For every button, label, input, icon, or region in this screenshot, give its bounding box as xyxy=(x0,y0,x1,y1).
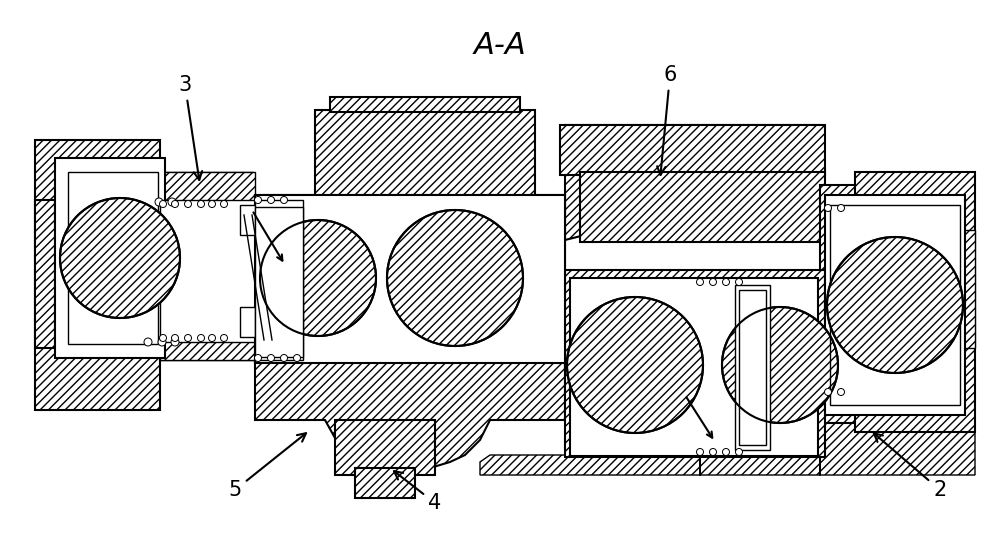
Circle shape xyxy=(280,196,288,203)
Circle shape xyxy=(722,448,730,455)
Circle shape xyxy=(838,388,844,395)
Bar xyxy=(330,97,520,112)
Bar xyxy=(35,200,55,348)
Circle shape xyxy=(158,338,166,346)
Circle shape xyxy=(220,335,228,342)
Circle shape xyxy=(696,448,704,455)
Circle shape xyxy=(144,338,152,346)
Bar xyxy=(255,195,565,363)
Circle shape xyxy=(696,279,704,286)
Circle shape xyxy=(827,237,963,373)
Bar xyxy=(820,185,970,423)
Bar xyxy=(735,285,770,450)
Bar xyxy=(160,340,255,360)
Circle shape xyxy=(294,355,300,362)
Circle shape xyxy=(254,355,262,362)
Bar xyxy=(160,172,255,202)
Text: 6: 6 xyxy=(657,65,677,175)
Circle shape xyxy=(710,448,716,455)
Circle shape xyxy=(268,355,274,362)
Circle shape xyxy=(208,201,216,207)
Circle shape xyxy=(184,201,192,207)
Bar xyxy=(739,290,766,445)
Bar xyxy=(958,230,975,348)
Circle shape xyxy=(172,335,178,342)
Circle shape xyxy=(198,335,205,342)
Circle shape xyxy=(736,448,742,455)
Circle shape xyxy=(280,355,288,362)
Bar xyxy=(335,420,435,475)
Circle shape xyxy=(722,279,730,286)
Circle shape xyxy=(722,307,838,423)
Text: 4: 4 xyxy=(394,471,442,513)
Text: 2: 2 xyxy=(874,434,947,500)
Circle shape xyxy=(171,338,179,346)
Bar xyxy=(830,205,960,405)
Bar xyxy=(565,362,825,457)
Circle shape xyxy=(160,335,166,342)
Circle shape xyxy=(60,198,180,318)
Circle shape xyxy=(387,210,523,346)
Circle shape xyxy=(168,198,176,206)
Circle shape xyxy=(567,297,703,433)
Bar xyxy=(255,207,303,357)
Bar xyxy=(355,468,415,498)
Text: 3: 3 xyxy=(178,75,202,180)
Circle shape xyxy=(710,279,716,286)
Circle shape xyxy=(736,279,742,286)
Polygon shape xyxy=(255,340,975,475)
Polygon shape xyxy=(565,125,820,240)
Bar xyxy=(255,195,565,363)
Bar xyxy=(570,278,818,456)
Text: 5: 5 xyxy=(228,433,306,500)
Bar xyxy=(240,205,258,235)
Bar xyxy=(855,172,975,432)
Circle shape xyxy=(268,196,274,203)
Bar xyxy=(565,270,825,365)
Bar xyxy=(825,195,965,415)
Text: A-A: A-A xyxy=(474,30,526,59)
Circle shape xyxy=(155,198,163,206)
Polygon shape xyxy=(160,172,285,360)
Bar xyxy=(255,200,303,360)
Circle shape xyxy=(260,220,376,336)
Bar xyxy=(560,125,825,175)
Polygon shape xyxy=(255,362,565,468)
Bar xyxy=(315,110,535,197)
Bar xyxy=(55,158,165,358)
Circle shape xyxy=(198,201,205,207)
Circle shape xyxy=(160,201,166,207)
Circle shape xyxy=(172,201,178,207)
Circle shape xyxy=(824,205,832,212)
Bar xyxy=(160,200,255,342)
Circle shape xyxy=(220,201,228,207)
Bar xyxy=(240,307,258,337)
Circle shape xyxy=(208,335,216,342)
Circle shape xyxy=(184,335,192,342)
Circle shape xyxy=(838,205,844,212)
Bar xyxy=(35,140,160,410)
Bar xyxy=(68,172,158,344)
Circle shape xyxy=(254,196,262,203)
Bar xyxy=(580,172,825,242)
Circle shape xyxy=(824,388,832,395)
